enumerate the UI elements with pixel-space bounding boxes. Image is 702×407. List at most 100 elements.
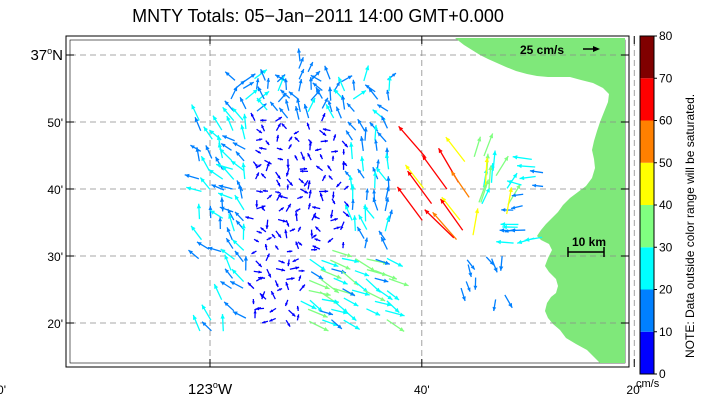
colorbar-tick-label: 50: [659, 156, 673, 170]
current-vector: [296, 97, 301, 112]
current-vector: [294, 211, 299, 222]
current-vector: [258, 276, 266, 280]
current-vector: [319, 310, 334, 316]
current-vector: [315, 86, 323, 99]
current-vector: [253, 310, 257, 319]
current-vector: [359, 136, 365, 152]
current-vector: [253, 238, 260, 243]
current-vector: [352, 215, 357, 231]
current-vector: [314, 148, 322, 152]
current-vector: [265, 162, 270, 172]
current-vector: [363, 127, 368, 141]
current-vector: [278, 195, 288, 199]
current-vector: [186, 186, 202, 193]
current-vector: [473, 277, 478, 290]
current-vector: [396, 186, 423, 221]
current-vector: [294, 154, 299, 161]
current-vector: [307, 139, 313, 144]
current-vector: [232, 239, 245, 251]
current-vector: [374, 270, 398, 280]
current-vector: [502, 224, 518, 230]
current-vector: [363, 205, 375, 219]
current-vector: [220, 280, 232, 290]
current-vector: [386, 319, 405, 332]
current-vector: [496, 239, 514, 245]
current-vector: [208, 205, 213, 219]
current-vector: [372, 197, 379, 211]
current-vector: [293, 130, 300, 135]
current-vector: [421, 155, 448, 190]
current-vector: [260, 206, 266, 212]
current-vector: [230, 160, 245, 172]
current-vector: [364, 84, 376, 93]
current-vector: [312, 82, 323, 92]
scale-bar-label: 10 km: [572, 235, 606, 249]
current-vector: [517, 237, 535, 245]
current-vector: [373, 124, 378, 141]
current-vector: [201, 304, 212, 321]
current-vector: [285, 167, 290, 177]
current-vector: [387, 75, 392, 92]
current-vector: [266, 268, 272, 278]
current-vector: [314, 226, 321, 233]
current-vector: [308, 189, 312, 199]
current-vector: [232, 310, 247, 319]
current-vector: [255, 172, 260, 180]
current-vector: [404, 164, 424, 189]
current-vector: [274, 280, 279, 288]
current-vector: [240, 124, 246, 140]
current-vector: [253, 270, 262, 274]
current-vector: [309, 279, 330, 290]
current-vector: [388, 278, 409, 287]
current-vector: [234, 194, 245, 211]
current-vector: [219, 148, 233, 162]
map-frame-inner: [69, 39, 626, 364]
colorbar-tick-label: 30: [659, 240, 673, 254]
current-vector: [342, 211, 350, 218]
current-vector: [288, 309, 296, 317]
current-vector: [529, 169, 544, 174]
current-vector: [311, 234, 317, 239]
current-vector: [351, 199, 355, 210]
current-vector: [247, 282, 255, 290]
current-vector: [258, 146, 267, 150]
current-vector: [260, 172, 267, 179]
current-vector: [277, 157, 284, 161]
current-vector: [275, 230, 282, 239]
current-vector: [257, 86, 265, 100]
current-vector: [286, 178, 294, 187]
current-vector: [467, 264, 473, 278]
reference-vector-label: 25 cm/s: [520, 43, 564, 57]
current-vector: [352, 89, 367, 100]
current-vector: [363, 65, 370, 82]
current-vector: [190, 144, 202, 152]
current-vector: [532, 183, 544, 188]
current-vector: [260, 68, 266, 81]
current-vector: [466, 259, 476, 270]
current-vector: [346, 102, 355, 112]
current-vector: [331, 155, 335, 161]
colorbar-segment: [640, 247, 654, 290]
land-coastline: [455, 38, 625, 363]
colorbar-tick-label: 60: [659, 114, 673, 128]
current-vector: [340, 221, 345, 231]
current-vector: [222, 106, 235, 122]
current-vector: [372, 171, 378, 189]
current-vector: [224, 268, 234, 279]
current-vector: [287, 259, 291, 267]
current-vector: [278, 107, 289, 119]
current-vector: [227, 208, 235, 221]
current-vector: [506, 180, 522, 186]
current-vector: [286, 184, 290, 190]
current-vector: [299, 169, 309, 173]
current-vector: [385, 185, 390, 200]
current-vector: [220, 142, 232, 151]
current-vector: [228, 213, 235, 232]
current-vector: [386, 257, 404, 268]
current-vector: [328, 86, 333, 101]
current-vector: [214, 156, 224, 170]
current-vector: [256, 97, 268, 111]
current-vector: [506, 172, 518, 189]
current-vector: [297, 195, 304, 200]
current-vector: [460, 287, 466, 302]
